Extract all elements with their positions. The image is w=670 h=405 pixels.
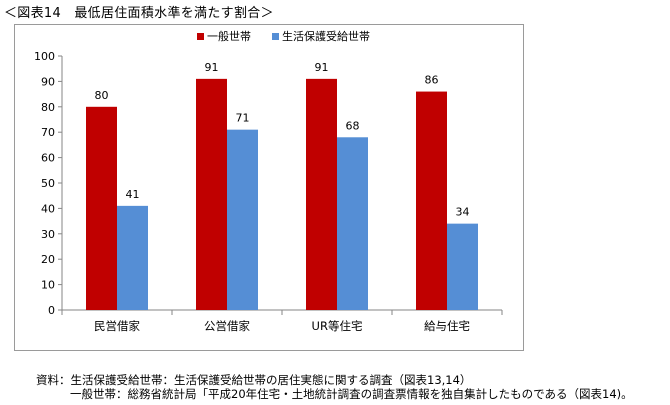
data-label: 71 (236, 112, 250, 125)
y-tick-label: 90 (41, 75, 55, 88)
legend-swatch (272, 33, 279, 40)
source-line-2: 一般世帯：総務省統計局「平成20年住宅・土地統計調査の調査票情報を独自集計したも… (70, 387, 633, 401)
data-label: 80 (95, 89, 109, 102)
bar-chart: 0 10 20 30 40 50 60 70 80 90 100 80 41 民営借家 91 71 公営借家 91… (34, 29, 503, 333)
bar-welfare (227, 129, 258, 310)
y-tick-label: 30 (41, 228, 55, 241)
bar-general (196, 78, 227, 310)
x-tick-label: 給与住宅 (424, 319, 470, 333)
x-tick-label: UR等住宅 (312, 319, 363, 333)
source-note: 資料：生活保護受給世帯：生活保護受給世帯の居住実態に関する調査（図表13,14）… (36, 373, 633, 401)
y-tick-label: 100 (34, 50, 55, 63)
bar-general (86, 106, 117, 310)
y-tick-label: 80 (41, 101, 55, 114)
y-tick-label: 70 (41, 126, 55, 139)
bar-welfare (337, 137, 368, 310)
y-tick-label: 40 (41, 202, 55, 215)
bar-general (416, 91, 447, 310)
legend-swatch (197, 33, 204, 40)
bar-welfare (117, 205, 148, 310)
bar-welfare (447, 223, 478, 310)
chart-frame: 0 10 20 30 40 50 60 70 80 90 100 80 41 民営借家 91 71 公営借家 91… (14, 24, 524, 351)
data-label: 91 (315, 61, 329, 74)
data-label: 86 (425, 74, 439, 87)
source-line-1: 資料：生活保護受給世帯：生活保護受給世帯の居住実態に関する調査（図表13,14） (36, 373, 472, 387)
y-tick-label: 10 (41, 279, 55, 292)
y-tick-label: 0 (48, 304, 55, 317)
y-tick-label: 20 (41, 253, 55, 266)
legend-label: 生活保護受給世帯 (282, 29, 370, 43)
x-tick-label: 民営借家 (94, 319, 140, 333)
data-label: 34 (456, 206, 470, 219)
bar-general (306, 78, 337, 310)
legend-label: 一般世帯 (207, 30, 251, 43)
data-label: 91 (205, 61, 219, 74)
data-label: 41 (126, 188, 140, 201)
figure-title: ＜図表14 最低居住面積水準を満たす割合＞ (4, 6, 274, 21)
y-tick-label: 50 (41, 177, 55, 190)
x-tick-label: 公営借家 (204, 319, 250, 333)
y-tick-label: 60 (41, 152, 55, 165)
data-label: 68 (346, 119, 360, 132)
